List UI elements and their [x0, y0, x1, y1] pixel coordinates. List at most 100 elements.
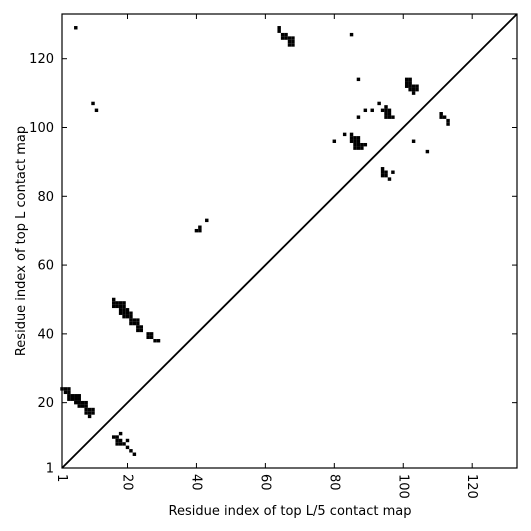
- contact-cell-upper: [411, 91, 416, 95]
- contact-cell-lower: [149, 335, 154, 340]
- contact-cell-lower: [80, 404, 85, 408]
- x-tick-label: 80: [326, 474, 341, 491]
- contact-cell-upper: [439, 115, 443, 119]
- contact-cell-upper: [370, 108, 374, 113]
- x-tick-label: 40: [188, 474, 203, 491]
- contact-cell-upper: [284, 32, 288, 37]
- contact-cell-upper: [408, 81, 412, 85]
- contact-cell-lower: [74, 394, 78, 398]
- y-tick-label: 120: [29, 52, 54, 67]
- contact-cell-lower: [87, 414, 92, 419]
- contact-cell-upper: [404, 84, 409, 88]
- contact-cell-upper: [380, 108, 385, 113]
- contact-cell-upper: [74, 26, 78, 30]
- contact-cell-lower: [129, 321, 133, 326]
- contact-cell-lower: [67, 394, 71, 398]
- contact-cell-upper: [404, 77, 409, 82]
- x-axis-ticks: 1 20 40 60 80 100 120: [54, 14, 479, 499]
- contact-cell-lower: [118, 431, 123, 436]
- contact-cell-upper: [280, 32, 285, 37]
- contact-cell-upper: [91, 101, 95, 106]
- contact-cell-lower: [198, 225, 202, 229]
- contact-cell-lower: [77, 394, 81, 398]
- contact-cell-upper: [353, 146, 357, 150]
- contact-cell-lower: [122, 314, 126, 319]
- contact-cell-upper: [387, 108, 392, 113]
- contact-cell-lower: [122, 308, 126, 312]
- contact-cell-upper: [353, 139, 357, 143]
- contact-cell-lower: [118, 438, 123, 443]
- contact-cell-upper: [287, 43, 292, 47]
- contact-cell-upper: [342, 132, 347, 137]
- contact-cell-lower: [70, 397, 75, 401]
- contact-cell-upper: [356, 142, 361, 147]
- contact-cell-upper: [391, 115, 395, 119]
- contact-cell-lower: [63, 390, 68, 395]
- contact-cell-lower: [87, 411, 92, 415]
- x-tick-label: 60: [257, 474, 272, 491]
- contact-cell-lower: [122, 301, 126, 305]
- contact-cell-upper: [356, 77, 361, 82]
- contact-cell-upper: [363, 142, 368, 147]
- contact-cell-lower: [67, 397, 71, 401]
- contact-cell-lower: [198, 228, 202, 233]
- contact-cell-lower: [122, 311, 126, 315]
- contact-cell-upper: [291, 39, 295, 44]
- contact-cell-lower: [125, 311, 130, 315]
- contact-cell-upper: [349, 139, 354, 143]
- contact-cell-lower: [77, 397, 81, 401]
- contact-cell-lower: [63, 387, 68, 391]
- contact-cell-upper: [349, 32, 354, 37]
- contact-cell-lower: [74, 397, 78, 401]
- contact-cell-upper: [356, 136, 361, 140]
- contact-cell-upper: [404, 81, 409, 85]
- contact-cell-upper: [287, 39, 292, 44]
- contact-cell-lower: [67, 387, 71, 391]
- contact-cell-upper: [291, 43, 295, 47]
- contact-cell-upper: [384, 173, 388, 178]
- contact-cell-lower: [156, 339, 161, 343]
- contact-cell-upper: [377, 101, 381, 106]
- contact-cell-upper: [280, 36, 285, 40]
- contact-cell-lower: [111, 297, 116, 302]
- contact-cell-lower: [125, 438, 130, 443]
- contact-cell-lower: [125, 445, 130, 450]
- contact-cell-lower: [67, 390, 71, 395]
- plot-area: [60, 13, 518, 469]
- y-tick-label: 60: [37, 259, 54, 274]
- contact-cell-upper: [384, 115, 388, 119]
- contact-cell-lower: [91, 407, 95, 412]
- contact-cell-upper: [439, 112, 443, 116]
- contact-cell-lower: [91, 411, 95, 415]
- contact-cell-lower: [84, 404, 88, 408]
- contact-cell-lower: [129, 318, 133, 322]
- contact-cell-upper: [353, 136, 357, 140]
- contact-cell-upper: [353, 142, 357, 147]
- contact-cell-lower: [84, 407, 88, 412]
- contact-cell-lower: [111, 435, 116, 439]
- contact-cell-lower: [74, 400, 78, 405]
- contact-cell-upper: [380, 173, 385, 178]
- contact-cell-lower: [115, 435, 119, 439]
- contact-cell-upper: [284, 36, 288, 40]
- contact-cell-lower: [115, 442, 119, 446]
- contact-cell-upper: [384, 112, 388, 116]
- contact-cell-upper: [387, 112, 392, 116]
- contact-cell-lower: [84, 400, 88, 405]
- x-tick-label: 120: [464, 474, 479, 499]
- contact-cell-lower: [118, 304, 123, 309]
- contact-cell-lower: [194, 228, 199, 233]
- contact-cell-lower: [125, 314, 130, 319]
- contact-cell-lower: [132, 318, 137, 322]
- contact-cell-upper: [349, 136, 354, 140]
- contact-cell-upper: [387, 115, 392, 119]
- contact-cell-upper: [408, 84, 412, 88]
- contact-cell-upper: [356, 146, 361, 150]
- contact-cell-upper: [360, 146, 364, 150]
- contact-cell-upper: [287, 36, 292, 40]
- contact-cell-upper: [446, 118, 450, 123]
- contact-cell-upper: [380, 167, 385, 171]
- contact-cell-lower: [80, 400, 85, 405]
